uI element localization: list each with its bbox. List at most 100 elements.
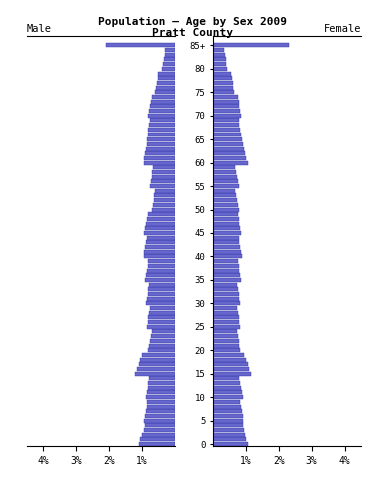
Bar [213, 123, 239, 127]
Bar [213, 43, 289, 48]
Text: Population — Age by Sex 2009
Pratt County: Population — Age by Sex 2009 Pratt Count… [98, 17, 286, 38]
Bar [213, 231, 241, 235]
Bar [213, 442, 248, 446]
Bar [213, 72, 231, 75]
Bar [149, 311, 175, 315]
Bar [213, 419, 243, 422]
Bar [139, 362, 175, 366]
Bar [213, 372, 251, 376]
Bar [213, 390, 242, 395]
Bar [213, 381, 240, 385]
Bar [165, 48, 175, 52]
Bar [150, 119, 175, 122]
Bar [213, 189, 235, 193]
Bar [144, 231, 175, 235]
Bar [213, 114, 241, 118]
Bar [213, 288, 238, 291]
Bar [147, 297, 175, 300]
Bar [213, 273, 240, 277]
Bar [162, 67, 175, 71]
Bar [148, 212, 175, 216]
Bar [213, 409, 242, 413]
Bar [213, 254, 242, 258]
Bar [145, 414, 175, 418]
Bar [140, 437, 175, 441]
Bar [144, 428, 175, 432]
Bar [147, 142, 175, 146]
Bar [213, 386, 241, 390]
Bar [213, 128, 240, 132]
Bar [213, 250, 241, 254]
Bar [149, 348, 175, 352]
Bar [213, 297, 239, 300]
Bar [164, 58, 175, 61]
Bar [213, 170, 236, 174]
Bar [149, 109, 175, 113]
Bar [148, 292, 175, 296]
Bar [213, 146, 244, 151]
Bar [163, 62, 175, 66]
Bar [213, 301, 240, 305]
Bar [146, 409, 175, 413]
Bar [213, 264, 239, 268]
Bar [149, 283, 175, 287]
Bar [213, 292, 239, 296]
Bar [213, 432, 245, 437]
Bar [213, 353, 244, 357]
Bar [152, 329, 175, 334]
Bar [213, 437, 246, 441]
Bar [149, 344, 175, 348]
Bar [140, 358, 175, 361]
Bar [213, 259, 238, 263]
Bar [213, 207, 239, 212]
Bar [213, 151, 245, 155]
Bar [151, 100, 175, 104]
Bar [146, 222, 175, 226]
Bar [213, 339, 239, 343]
Bar [145, 226, 175, 230]
Bar [213, 268, 239, 273]
Bar [155, 189, 175, 193]
Bar [147, 268, 175, 273]
Bar [213, 90, 235, 94]
Bar [213, 217, 239, 221]
Bar [213, 311, 238, 315]
Bar [213, 423, 243, 427]
Bar [153, 203, 175, 207]
Bar [147, 390, 175, 395]
Bar [147, 405, 175, 408]
Bar [213, 283, 237, 287]
Bar [213, 100, 239, 104]
Bar [213, 306, 237, 310]
Bar [213, 85, 233, 90]
Bar [213, 405, 241, 408]
Bar [213, 428, 244, 432]
Bar [213, 81, 233, 85]
Bar [213, 400, 240, 404]
Bar [213, 165, 235, 169]
Bar [146, 395, 175, 399]
Bar [139, 442, 175, 446]
Bar [213, 344, 239, 348]
Bar [213, 76, 232, 80]
Bar [144, 419, 175, 422]
Bar [213, 395, 243, 399]
Bar [149, 123, 175, 127]
Bar [150, 339, 175, 343]
Bar [144, 156, 175, 160]
Bar [213, 329, 237, 334]
Bar [155, 90, 175, 94]
Bar [152, 175, 175, 179]
Bar [157, 81, 175, 85]
Bar [152, 207, 175, 212]
Bar [148, 320, 175, 324]
Bar [213, 58, 226, 61]
Text: Male: Male [27, 24, 52, 34]
Bar [213, 376, 239, 380]
Bar [213, 198, 237, 202]
Bar [213, 222, 239, 226]
Bar [213, 320, 239, 324]
Bar [152, 170, 175, 174]
Bar [153, 165, 175, 169]
Bar [213, 278, 241, 282]
